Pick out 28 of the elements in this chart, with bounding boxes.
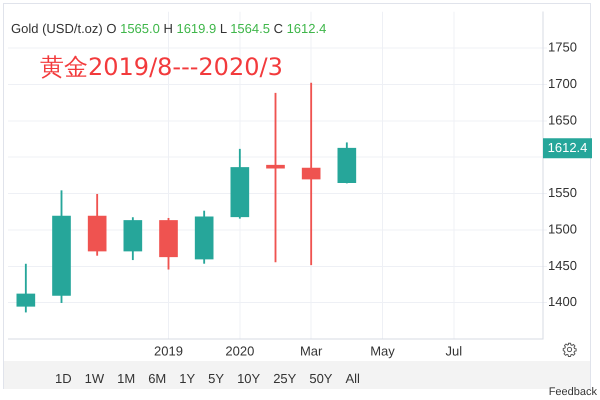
text: 5Y: [208, 371, 224, 387]
y-tick-label: 1750: [548, 40, 577, 55]
y-tick-label: 1550: [548, 185, 577, 200]
y-tick-label: 1400: [548, 294, 577, 310]
text: 1Y: [179, 371, 196, 387]
x-tick-label: 2019: [154, 343, 183, 358]
y-tick-label: 1650: [548, 112, 577, 128]
text: 1W: [84, 371, 104, 387]
text: All: [345, 371, 360, 387]
x-tick-label: Jul: [446, 343, 462, 358]
x-tick-label: Mar: [300, 343, 324, 358]
text: Feedback: [548, 386, 597, 399]
text: 1M: [117, 371, 136, 387]
y-tick-label: 1450: [548, 258, 577, 273]
y-tick-label: 1700: [548, 76, 577, 92]
x-tick-label: 2020: [225, 343, 254, 358]
y-tick-label: 1500: [548, 222, 577, 237]
text: 50Y: [309, 371, 332, 387]
x-tick-label: May: [370, 343, 396, 358]
text: 黄金2019/8---2020/3: [40, 53, 283, 81]
text: 25Y: [273, 371, 296, 387]
text: 1D: [55, 371, 72, 387]
text: 1612.4: [548, 140, 588, 155]
candlestick: [266, 92, 285, 262]
text: Gold (USD/t.oz): [11, 21, 103, 36]
annotation: O 1565.0 H 1619.9 L 1564.5 C 1612.4: [105, 21, 326, 36]
text: 6M: [148, 371, 166, 387]
text: 10Y: [237, 371, 260, 387]
